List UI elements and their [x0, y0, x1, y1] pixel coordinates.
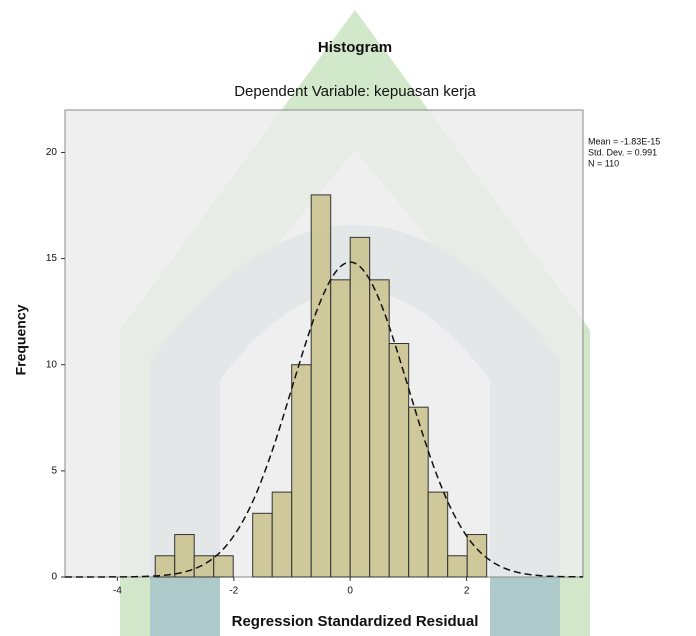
y-tick-label: 5	[51, 466, 57, 477]
bar	[252, 512, 273, 578]
bar	[349, 236, 371, 578]
y-tick-label: 0	[51, 572, 57, 583]
bar	[427, 491, 449, 578]
bar	[213, 555, 234, 578]
y-axis-label: Frequency	[13, 304, 29, 375]
x-tick-label: -4	[113, 586, 122, 597]
bar	[271, 491, 293, 578]
bar	[369, 279, 390, 578]
bar	[310, 194, 332, 578]
stats-label: N = 110	[588, 158, 619, 168]
chart-subtitle: Dependent Variable: kepuasan kerja	[234, 83, 476, 100]
x-tick-label: 2	[464, 586, 470, 597]
stats-label: Std. Dev. = 0.991	[588, 147, 657, 157]
x-tick-label: 0	[347, 586, 353, 597]
chart-title: Histogram	[318, 39, 392, 56]
bar	[193, 555, 215, 578]
bar	[154, 555, 176, 578]
bar	[330, 279, 351, 578]
y-tick-label: 20	[46, 147, 58, 158]
bar	[447, 555, 468, 578]
bar	[291, 364, 312, 578]
y-tick-label: 15	[46, 253, 58, 264]
normal-curve	[65, 261, 583, 578]
bar	[408, 406, 429, 578]
y-tick-label: 10	[46, 359, 58, 370]
x-tick-label: -2	[229, 586, 238, 597]
stats-label: Mean = -1.83E-15	[588, 136, 660, 146]
x-axis-label: Regression Standardized Residual	[232, 613, 479, 630]
bar	[466, 534, 488, 578]
